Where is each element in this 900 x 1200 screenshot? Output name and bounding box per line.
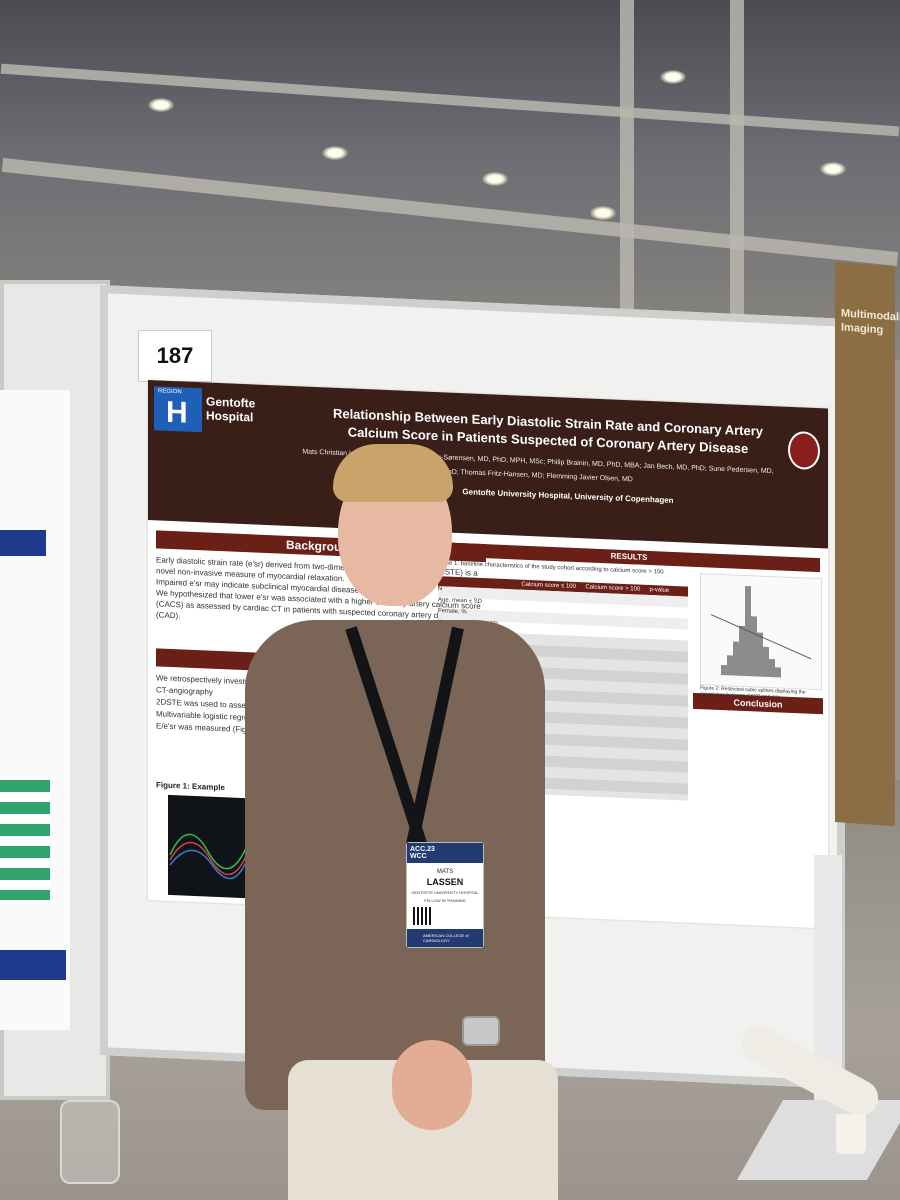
name-badge: ACC.23 WCC MATS LASSEN GENTOFTE UNIVERSI… (406, 842, 484, 948)
ceiling-beam (0, 63, 900, 137)
histogram-svg (710, 586, 812, 678)
histogram-bar (763, 646, 769, 678)
ceiling-light (660, 70, 686, 84)
badge-role: FELLOW IN TRAINING (424, 898, 466, 903)
logo-letter: H (166, 395, 188, 430)
ceiling-column (620, 0, 634, 330)
glass-holder (60, 1100, 120, 1184)
ceiling-light (148, 98, 174, 112)
ceiling-column (730, 0, 744, 330)
histogram-bar (733, 641, 739, 676)
badge-qr-code-icon (413, 907, 431, 925)
histogram-figure (700, 573, 822, 691)
wristwatch-icon (462, 1016, 500, 1046)
logo-name: Gentofte Hospital (206, 394, 256, 425)
ceiling-light (322, 146, 348, 160)
left-poster (0, 390, 70, 1030)
strain-curve-svg (169, 833, 247, 880)
histogram-bar (769, 659, 775, 678)
ceiling-light (482, 172, 508, 186)
hospital-logo-icon: REGION H (154, 386, 202, 433)
left-poster-footer (0, 950, 66, 980)
ceiling-light (820, 162, 846, 176)
badge-header: ACC.23 WCC (407, 843, 483, 863)
badge-first-name: MATS (436, 869, 454, 875)
strain-curve-figure (168, 794, 248, 899)
ceiling-light (590, 206, 616, 220)
badge-org: AMERICAN COLLEGE of CARDIOLOGY (423, 933, 469, 943)
histogram-bar (739, 625, 745, 677)
badge-event: ACC.23 WCC (410, 846, 435, 860)
paper-cup (836, 1114, 866, 1154)
board-number: 187 (138, 330, 212, 382)
table-header: p-value (649, 587, 670, 594)
badge-institution: GENTOFTE UNIVERSITY HOSPITAL (411, 890, 479, 895)
person-shirt (245, 620, 545, 1110)
university-seal-icon (788, 430, 820, 471)
research-poster: REGION H Gentofte Hospital Relationship … (148, 380, 828, 929)
strain-curve-green (169, 833, 247, 870)
strain-curve-blue (169, 849, 247, 880)
left-poster-chart (0, 780, 50, 900)
figure1-caption: Figure 1: Example (156, 780, 225, 793)
spline-line (710, 614, 812, 660)
histogram-bar (757, 632, 763, 677)
histogram-bar (775, 667, 781, 678)
ceiling-beam (1, 158, 899, 266)
person-hair (333, 444, 453, 502)
poster-header: REGION H Gentofte Hospital Relationship … (148, 380, 828, 549)
sign-text: Multimodality Imaging (841, 307, 900, 337)
multimodality-sign: Multimodality Imaging (835, 262, 900, 827)
badge-last-name: LASSEN (426, 877, 464, 887)
left-poster-bar (0, 530, 46, 556)
badge-footer: AMERICAN COLLEGE of CARDIOLOGY (407, 929, 483, 947)
strain-curve-red (169, 841, 247, 876)
logo-region: REGION (158, 388, 182, 396)
person-hands (392, 1040, 472, 1130)
histogram-bar (727, 655, 733, 676)
histogram-bar (751, 616, 757, 677)
histogram-bar (721, 665, 727, 676)
